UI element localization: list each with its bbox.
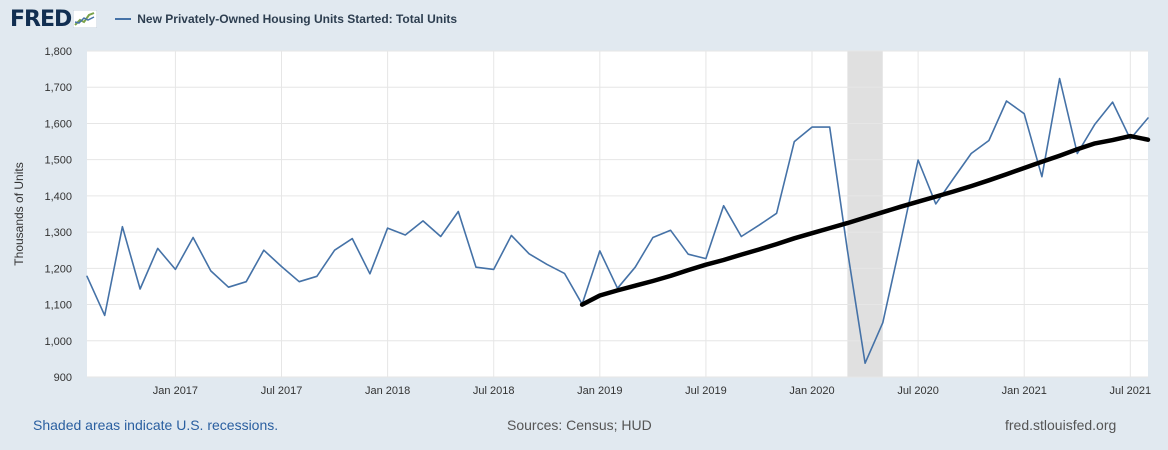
y-axis-label: Thousands of Units xyxy=(12,162,26,265)
x-tick-label: Jan 2021 xyxy=(1002,385,1047,397)
x-tick-label: Jan 2017 xyxy=(153,385,198,397)
y-tick-label: 1,400 xyxy=(44,191,72,203)
legend-swatch xyxy=(115,18,132,20)
y-tick-label: 1,500 xyxy=(44,155,72,167)
sources-text: Sources: Census; HUD xyxy=(507,417,652,433)
fred-logo[interactable]: FRED xyxy=(10,6,72,32)
y-tick-label: 900 xyxy=(54,372,72,384)
fred-logo-graph-icon xyxy=(73,10,98,28)
plot-area xyxy=(87,51,1148,377)
x-tick-label: Jul 2017 xyxy=(261,385,303,397)
y-tick-label: 1,300 xyxy=(44,227,72,239)
y-tick-label: 1,800 xyxy=(44,46,72,58)
y-tick-label: 1,700 xyxy=(44,82,72,94)
y-tick-label: 1,000 xyxy=(44,336,72,348)
y-tick-label: 1,200 xyxy=(44,263,72,275)
y-tick-label: 1,100 xyxy=(44,300,72,312)
chart-legend[interactable]: New Privately-Owned Housing Units Starte… xyxy=(115,12,457,26)
x-tick-label: Jul 2020 xyxy=(897,385,939,397)
x-tick-label: Jul 2019 xyxy=(685,385,727,397)
y-tick-label: 1,600 xyxy=(44,118,72,130)
x-tick-label: Jan 2018 xyxy=(365,385,410,397)
x-tick-label: Jan 2020 xyxy=(789,385,834,397)
legend-label: New Privately-Owned Housing Units Starte… xyxy=(137,12,458,26)
site-url-link[interactable]: fred.stlouisfed.org xyxy=(1005,417,1117,433)
line-chart[interactable]: 900 1,000 1,100 1,200 1,300 1,400 1,500 1,600 1,… xyxy=(0,0,1168,410)
x-tick-label: Jul 2018 xyxy=(473,385,515,397)
recession-note: Shaded areas indicate U.S. recessions. xyxy=(33,417,279,433)
chart-header: FRED New Privately-Owned Housing Units S… xyxy=(10,6,457,32)
trend-line xyxy=(579,133,1151,307)
x-tick-label: Jan 2019 xyxy=(577,385,622,397)
x-tick-label: Jul 2021 xyxy=(1110,385,1152,397)
